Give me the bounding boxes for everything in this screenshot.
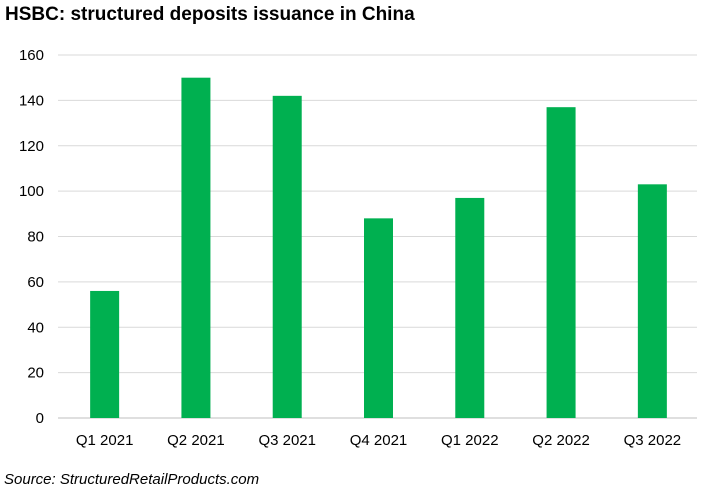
source-note: Source: StructuredRetailProducts.com [4,471,260,488]
y-tick-label: 100 [19,183,44,200]
bar-q2-2021 [181,77,211,418]
y-tick-label: 80 [27,229,44,246]
y-tick-label: 120 [19,138,44,155]
x-tick-label: Q1 2022 [441,432,499,449]
y-tick-label: 0 [36,410,44,427]
chart-title: HSBC: structured deposits issuance in Ch… [5,4,415,25]
bar-q1-2021 [90,290,120,418]
y-axis-tick-labels: 0 20 40 60 80 100 120 140 160 [19,47,44,427]
bar-q3-2021 [272,95,302,419]
bar-q4-2021 [364,218,393,418]
x-axis-tick-labels: Q1 2021 Q2 2021 Q3 2021 Q4 2021 Q1 2022 Q2 20… [76,432,681,449]
y-tick-label: 40 [27,319,44,336]
bar-q3-2022 [637,184,667,418]
x-tick-label: Q1 2021 [76,432,134,449]
y-tick-label: 160 [19,47,44,64]
x-tick-label: Q3 2022 [624,432,682,449]
x-tick-label: Q2 2022 [532,432,590,449]
y-tick-label: 20 [27,365,44,382]
y-tick-label: 140 [19,92,44,109]
bar-q2-2022 [546,107,576,419]
x-tick-label: Q2 2021 [167,432,225,449]
bar-q1-2022 [455,197,485,418]
bars [90,77,667,419]
y-tick-label: 60 [27,274,44,291]
x-tick-label: Q3 2021 [258,432,316,449]
x-tick-label: Q4 2021 [350,432,408,449]
